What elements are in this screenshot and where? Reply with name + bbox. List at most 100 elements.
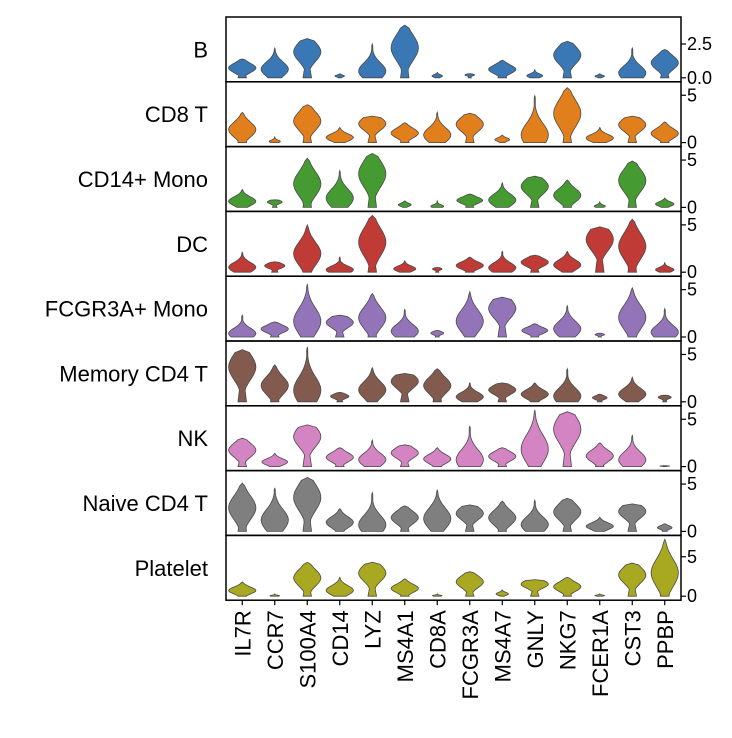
- violin: [488, 181, 517, 208]
- violin: [618, 46, 647, 79]
- violin: [553, 179, 582, 208]
- violin: [325, 314, 354, 338]
- panel-frame: [225, 275, 682, 342]
- violin: [455, 425, 484, 467]
- violin: [325, 168, 354, 208]
- y-tick-label: 5: [687, 474, 697, 494]
- violin: [553, 411, 582, 467]
- violin: [260, 321, 289, 338]
- violin: [455, 382, 484, 403]
- y-tick-label: 0: [687, 133, 697, 153]
- row-label: Memory CD4 T: [59, 361, 208, 386]
- row-label: NK: [177, 426, 208, 451]
- violin: [261, 452, 289, 467]
- violin: [650, 48, 679, 79]
- violin: [325, 447, 354, 467]
- y-tick-label: 5: [687, 150, 697, 170]
- violin: [650, 121, 679, 143]
- violin: [594, 73, 605, 79]
- violin: [594, 593, 605, 597]
- gene-label: MS4A7: [490, 610, 515, 682]
- violin: [553, 40, 582, 79]
- violin: [423, 111, 452, 143]
- violin: [456, 193, 483, 208]
- violin: [268, 136, 281, 143]
- y-tick-label: 5: [687, 409, 697, 429]
- violin: [618, 503, 647, 532]
- violin: [260, 46, 289, 79]
- gene-label: GNLY: [523, 610, 548, 669]
- violin: [358, 438, 387, 467]
- violin: [228, 314, 257, 338]
- violin: [358, 214, 387, 273]
- violin: [455, 256, 484, 273]
- violin: [488, 382, 517, 403]
- row-label: FCGR3A+ Mono: [45, 297, 208, 322]
- violin: [553, 304, 582, 338]
- violin: [520, 579, 549, 597]
- violin: [657, 394, 672, 403]
- violin: [293, 476, 322, 532]
- violin: [430, 329, 445, 338]
- violin: [293, 283, 322, 338]
- violin: [655, 197, 675, 208]
- violin: [618, 376, 647, 403]
- violin: [464, 73, 475, 79]
- violin: [553, 87, 582, 143]
- violin: [488, 447, 517, 467]
- violin: [618, 160, 647, 208]
- violin: [455, 290, 484, 338]
- violin: [358, 292, 387, 338]
- gene-label: IL7R: [230, 610, 255, 656]
- violin: [520, 409, 549, 467]
- y-tick-label: 5: [687, 85, 697, 105]
- gene-label: CST3: [620, 610, 645, 666]
- y-tick-label: 5: [687, 215, 697, 235]
- violin: [325, 576, 354, 597]
- violin: [228, 349, 257, 403]
- violin: [397, 200, 412, 208]
- violin: [358, 152, 387, 208]
- violin: [591, 393, 608, 403]
- row-label: DC: [176, 232, 208, 257]
- gene-label: CD14: [328, 610, 353, 666]
- violin: [293, 561, 322, 597]
- violin: [358, 366, 387, 403]
- violin: [325, 508, 354, 532]
- violin: [432, 593, 443, 597]
- violin: [488, 250, 517, 273]
- violin: [618, 562, 647, 597]
- violin: [520, 175, 549, 208]
- violin: [488, 59, 517, 79]
- violin: [423, 368, 452, 403]
- violin: [228, 188, 257, 208]
- violin: [358, 42, 387, 79]
- violin: [228, 111, 257, 143]
- violin: [585, 126, 614, 143]
- violin: [655, 261, 675, 273]
- violin: [455, 112, 484, 143]
- violin: [593, 201, 606, 208]
- violin: [334, 73, 345, 79]
- violin: [659, 465, 670, 467]
- gene-label: CD8A: [425, 610, 450, 669]
- violin: [430, 200, 445, 208]
- violin: [390, 505, 419, 532]
- violin: [293, 38, 322, 79]
- y-tick-label: 0: [687, 457, 697, 477]
- row-label: CD14+ Mono: [78, 167, 208, 192]
- violin: [293, 157, 322, 208]
- violin: [494, 134, 511, 143]
- y-tick-label: 5: [687, 547, 697, 567]
- row-label: B: [193, 37, 208, 62]
- y-tick-label: 0: [687, 197, 697, 217]
- violin: [495, 589, 509, 597]
- panel-frame: [225, 534, 682, 601]
- violin: [390, 444, 419, 467]
- violin: [293, 223, 322, 273]
- violin: [358, 115, 387, 143]
- violin: [520, 254, 549, 273]
- violin: [228, 251, 257, 273]
- violin: [650, 307, 679, 338]
- violin: [260, 487, 289, 532]
